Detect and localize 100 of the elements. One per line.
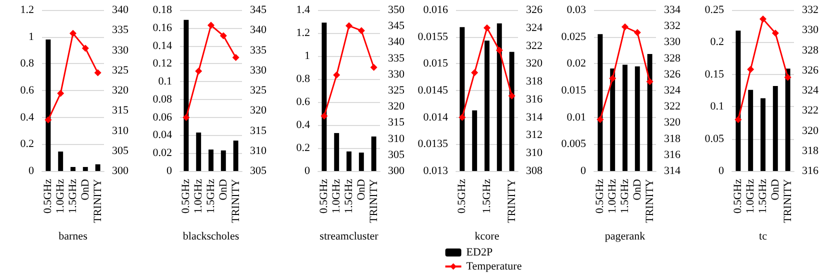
point xyxy=(44,116,52,124)
point xyxy=(358,27,365,34)
y-tick-label: 1 xyxy=(304,50,310,62)
x-tick-label: TRINITY xyxy=(230,178,242,223)
point xyxy=(82,44,89,52)
y-tick-label: 0.18 xyxy=(152,4,172,16)
y-tick-label: 0.4 xyxy=(296,119,310,131)
y2-tick-label: 312 xyxy=(526,129,542,142)
y-tick-label: 0.1 xyxy=(710,100,724,113)
y2-tick-label: 330 xyxy=(112,44,129,56)
y-tick-label: 0.04 xyxy=(152,129,172,142)
y2-tick-label: 320 xyxy=(250,104,267,117)
x-tick-label: TRINITY xyxy=(782,178,794,223)
y2-tick-label: 324 xyxy=(526,22,543,34)
y-tick-label: 0.4 xyxy=(20,111,34,124)
bar xyxy=(760,98,766,171)
point xyxy=(57,90,64,97)
y-tick-label: 0.2 xyxy=(296,142,310,154)
y2-tick-label: 300 xyxy=(388,165,405,177)
x-axis-title: barnes xyxy=(58,230,88,242)
y2-tick-label: 325 xyxy=(388,84,405,96)
y-tick-label: 0 xyxy=(718,165,724,177)
y-tick-label: 0.16 xyxy=(152,22,172,34)
point xyxy=(508,92,516,100)
point xyxy=(70,30,76,37)
bar xyxy=(346,151,352,171)
y2-tick-label: 316 xyxy=(526,93,543,106)
y2-tick-label: 345 xyxy=(250,4,267,16)
bar xyxy=(622,64,628,171)
x-tick-label: 0.5GHz xyxy=(594,178,606,214)
y-tick-label: 0.005 xyxy=(561,138,586,150)
y2-tick-label: 340 xyxy=(388,36,405,48)
y-tick-label: 1 xyxy=(28,30,34,43)
x-tick-label: OnD xyxy=(217,178,230,200)
x-tick-label: 1.5GHz xyxy=(343,178,355,214)
x-axis-title: kcore xyxy=(474,230,500,242)
bar xyxy=(736,30,741,171)
point xyxy=(622,23,628,30)
y2-tick-label: 325 xyxy=(112,64,129,76)
bar xyxy=(220,150,226,171)
bar xyxy=(371,136,376,171)
y2-tick-label: 328 xyxy=(802,44,819,56)
x-tick-label: 1.5GHz xyxy=(619,178,631,214)
point xyxy=(471,69,478,76)
y-tick-label: 0.0155 xyxy=(418,30,448,43)
bar xyxy=(322,22,327,171)
y2-tick-label: 300 xyxy=(112,165,129,177)
y2-tick-label: 308 xyxy=(526,165,543,177)
point xyxy=(609,74,616,82)
y2-tick-label: 315 xyxy=(388,116,405,129)
y2-tick-label: 328 xyxy=(664,52,681,64)
y-tick-label: 0.02 xyxy=(152,147,172,160)
y-tick-label: 0.12 xyxy=(152,58,172,70)
x-tick-label: 1.0GHz xyxy=(54,178,67,214)
x-axis-title: pagerank xyxy=(604,230,646,242)
y-tick-label: 0 xyxy=(28,165,34,177)
y2-tick-label: 325 xyxy=(250,84,267,96)
bar xyxy=(610,68,616,171)
y2-tick-label: 324 xyxy=(802,84,819,96)
x-axis-title: blackscholes xyxy=(182,230,240,242)
x-tick-label: 1.0GHz xyxy=(330,178,343,214)
x-tick-label: 1.5GHz xyxy=(205,178,217,214)
x-tick-label: 1.0GHz xyxy=(744,178,757,214)
y2-tick-label: 314 xyxy=(664,165,681,177)
point xyxy=(646,78,654,86)
y-tick-label: 0.02 xyxy=(566,58,586,70)
x-tick-label: 1.0GHz xyxy=(606,178,619,214)
y-tick-label: 1.2 xyxy=(296,27,310,39)
y2-tick-label: 320 xyxy=(112,84,129,96)
y2-tick-label: 335 xyxy=(388,52,405,64)
point xyxy=(484,24,490,32)
y2-tick-label: 305 xyxy=(112,144,129,157)
x-tick-label: 0.5GHz xyxy=(456,178,468,214)
point xyxy=(747,66,754,73)
y2-tick-label: 320 xyxy=(664,116,681,129)
y2-tick-label: 324 xyxy=(664,84,681,96)
point xyxy=(772,30,779,37)
y-tick-label: 0 xyxy=(166,165,172,177)
y2-tick-label: 322 xyxy=(802,104,818,117)
x-tick-label: 0.5GHz xyxy=(318,178,330,214)
point xyxy=(182,114,190,121)
bar xyxy=(358,152,364,171)
point xyxy=(634,29,641,36)
x-axis-title: tc xyxy=(759,230,768,242)
y2-tick-label: 305 xyxy=(250,165,267,177)
y-tick-label: 0.013 xyxy=(423,165,448,177)
y2-tick-label: 318 xyxy=(802,144,819,157)
x-tick-label: OnD xyxy=(79,178,92,200)
y2-tick-label: 332 xyxy=(802,4,818,16)
bar xyxy=(82,166,88,171)
y2-tick-label: 320 xyxy=(526,58,543,70)
y2-tick-label: 322 xyxy=(526,40,542,52)
y2-tick-label: 316 xyxy=(802,165,819,177)
point xyxy=(370,64,378,71)
bar xyxy=(634,66,640,171)
x-tick-label: TRINITY xyxy=(368,178,380,223)
y2-tick-label: 330 xyxy=(664,36,681,48)
y2-tick-label: 335 xyxy=(250,44,267,56)
point xyxy=(596,116,604,123)
y2-tick-label: 310 xyxy=(112,124,129,137)
